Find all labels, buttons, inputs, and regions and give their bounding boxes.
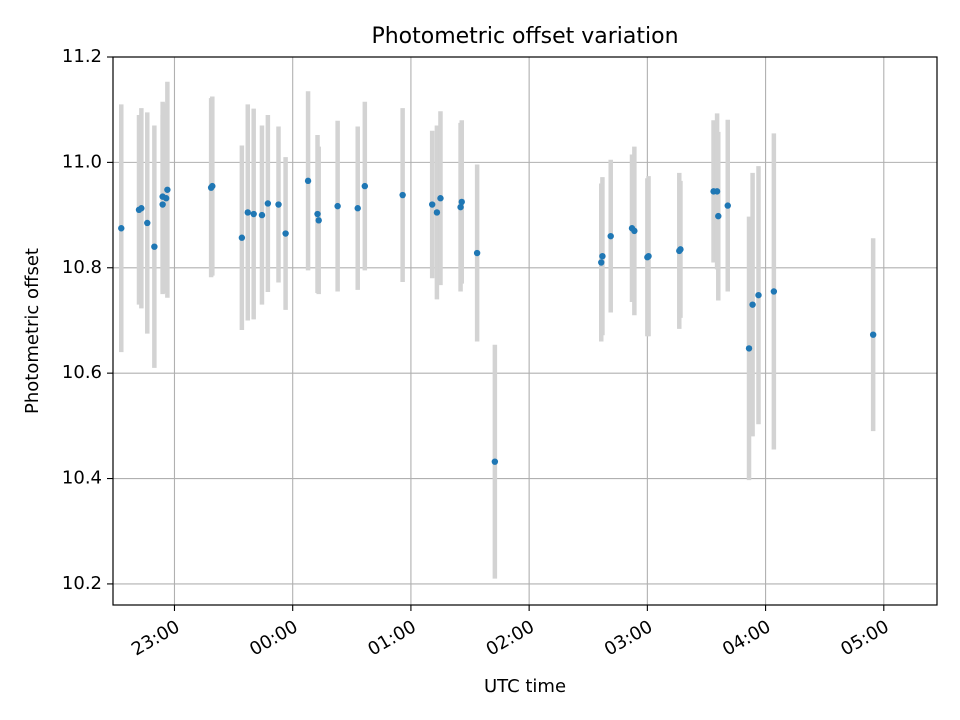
data-point [282,230,289,237]
y-tick-label: 10.6 [62,362,102,383]
data-point [164,186,171,193]
data-point [745,345,753,352]
data-point [437,195,444,202]
data-point [304,177,312,185]
data-point [428,201,436,208]
data-point [724,202,731,209]
data-point [473,249,481,257]
data-point [354,205,361,212]
y-tick-label: 11.0 [62,151,102,172]
y-tick-label: 10.2 [62,573,102,594]
data-point [209,182,216,190]
data-point [238,234,246,241]
axes-frame [112,56,938,606]
data-point [715,212,722,220]
data-points [118,177,877,465]
data-point [770,288,778,295]
data-point [457,203,464,211]
data-point [258,211,266,219]
data-point [645,252,652,260]
data-point [607,232,614,240]
data-point [151,243,158,250]
data-point [244,209,251,216]
data-point [144,219,151,227]
data-point [275,201,282,208]
data-point [361,182,369,190]
data-point [749,301,756,308]
data-point [433,209,441,216]
data-point [869,331,877,338]
data-point [264,200,272,207]
data-point [334,202,341,210]
data-point [138,205,145,212]
data-point [314,210,321,218]
data-point [631,227,638,235]
data-point [599,252,606,260]
data-point [755,291,762,299]
chart-title: Photometric offset variation [371,24,678,49]
data-point [713,188,721,195]
data-point [162,195,170,202]
x-axis-label: UTC time [484,676,566,697]
y-axis-label: Photometric offset [22,248,43,414]
data-point [159,201,166,208]
y-tick-label: 10.8 [62,257,102,278]
data-point [315,217,322,224]
data-point [399,191,406,199]
data-point [118,225,125,232]
y-tick-label: 11.2 [62,46,102,67]
data-point [677,246,684,253]
data-point [250,210,257,218]
data-point [598,259,605,266]
data-point [491,458,499,465]
data-point [458,198,465,206]
y-tick-label: 10.4 [62,468,102,489]
